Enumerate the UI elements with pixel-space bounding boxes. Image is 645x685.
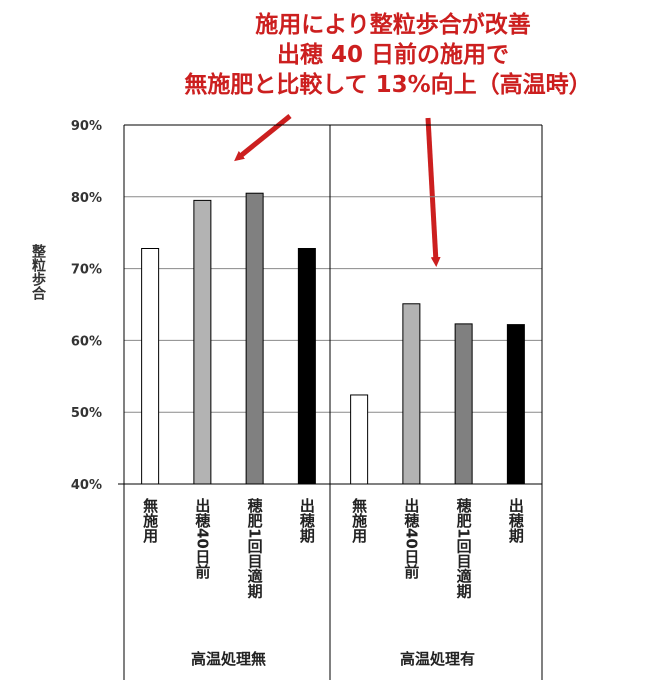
bar — [454, 323, 473, 485]
annotation-line-3: 無施肥と比較して 13%向上（高温時） — [184, 71, 591, 98]
bar — [402, 303, 421, 485]
annotation-line-1: 施用により整粒歩合が改善 — [255, 11, 531, 38]
category-label: 出穂期 — [507, 497, 525, 544]
y-tick-label: 90% — [71, 119, 102, 134]
category-label: 出穂40日前 — [402, 497, 420, 580]
bar — [350, 394, 369, 485]
bar — [141, 247, 160, 485]
bar — [245, 192, 264, 485]
category-label: 出穂40日前 — [193, 497, 211, 580]
y-axis-label: 整粒歩合 — [30, 243, 47, 301]
y-tick-labels: 40% 50% 60% 70% 80% 90% — [71, 119, 102, 493]
annotation-arrow-left — [234, 114, 292, 162]
grid-lines — [124, 124, 542, 413]
group-label: 高温処理有 — [400, 650, 475, 668]
y-tick-label: 80% — [71, 191, 102, 206]
bar — [193, 199, 212, 485]
y-tick-label: 60% — [71, 334, 102, 349]
annotation-line-2: 出穂 40 日前の施用で — [277, 41, 509, 68]
category-label: 穂肥1回目適期 — [246, 497, 264, 599]
bar — [297, 247, 316, 485]
category-label: 出穂期 — [298, 497, 316, 544]
category-label: 無施用 — [141, 497, 159, 544]
axes — [118, 124, 543, 680]
bar — [506, 324, 525, 485]
bars — [141, 192, 525, 485]
y-tick-label: 70% — [71, 263, 102, 278]
group-labels: 高温処理無 高温処理有 — [191, 650, 475, 668]
category-label: 無施用 — [350, 497, 368, 544]
y-tick-label: 40% — [71, 478, 102, 493]
group-label: 高温処理無 — [191, 650, 266, 668]
category-label: 穂肥1回目適期 — [455, 497, 473, 599]
category-labels: 無施用 出穂40日前 穂肥1回目適期 出穂期 無施用 出穂40日前 穂肥1回目適期 出穂期 — [141, 497, 525, 599]
annotation-arrow-right — [425, 117, 441, 267]
y-tick-label: 50% — [71, 406, 102, 421]
